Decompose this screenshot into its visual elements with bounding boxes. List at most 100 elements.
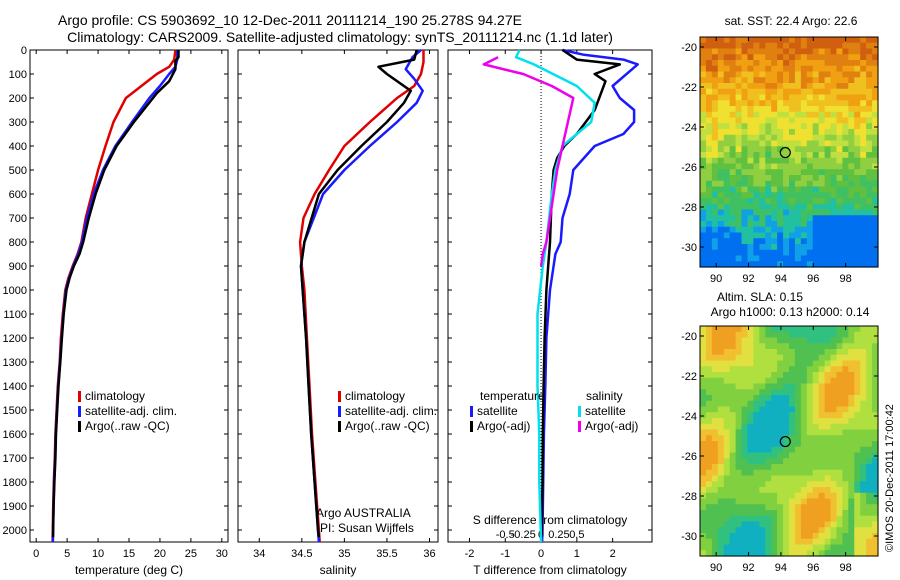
map-cell bbox=[759, 395, 766, 402]
map-cell bbox=[818, 354, 826, 362]
x-tick-label: 35 bbox=[338, 548, 350, 560]
map-cell bbox=[836, 175, 843, 182]
map-cell bbox=[848, 366, 855, 373]
map-cell bbox=[854, 226, 861, 234]
map-cell bbox=[729, 337, 737, 344]
map-cell bbox=[771, 175, 778, 182]
map-cell bbox=[824, 71, 832, 78]
map-cell bbox=[836, 77, 843, 84]
map-cell bbox=[729, 198, 737, 205]
map-cell bbox=[723, 469, 731, 477]
map-cell bbox=[872, 423, 879, 431]
map-cell bbox=[717, 343, 725, 350]
map-cell bbox=[723, 446, 731, 454]
map-cell bbox=[700, 515, 707, 523]
map-cell bbox=[723, 42, 731, 50]
map-cell bbox=[723, 88, 731, 96]
map-cell bbox=[794, 249, 802, 257]
map-cell bbox=[824, 441, 832, 448]
map-cell bbox=[705, 146, 713, 153]
map-cell bbox=[812, 464, 820, 471]
map-cell bbox=[800, 192, 808, 199]
map-cell bbox=[872, 175, 879, 182]
map-cell bbox=[789, 504, 796, 511]
map-cell bbox=[854, 134, 861, 142]
map-cell bbox=[783, 423, 790, 431]
map-cell bbox=[747, 372, 754, 379]
map-cell bbox=[789, 42, 796, 50]
map-cell bbox=[777, 464, 784, 471]
map-cell bbox=[700, 446, 707, 454]
map-cell bbox=[800, 203, 808, 211]
map-cell bbox=[818, 123, 826, 130]
x-tick-label: 90 bbox=[710, 273, 722, 285]
map-cell bbox=[771, 134, 778, 142]
map-cell bbox=[842, 83, 849, 90]
map-cell bbox=[723, 377, 731, 385]
map-cell bbox=[747, 221, 754, 228]
map-cell bbox=[777, 238, 784, 245]
map-cell bbox=[800, 163, 808, 170]
map-cell bbox=[836, 389, 843, 396]
map-cell bbox=[747, 163, 754, 170]
map-cell bbox=[818, 157, 826, 165]
map-cell bbox=[747, 550, 754, 557]
map-cell bbox=[711, 152, 719, 159]
map-cell bbox=[836, 446, 843, 454]
map-cell bbox=[789, 117, 796, 124]
map-cell bbox=[723, 146, 731, 153]
map-cell bbox=[866, 515, 873, 523]
map-cell bbox=[759, 533, 766, 540]
map-cell bbox=[830, 400, 838, 408]
map-cell bbox=[771, 83, 778, 90]
map-cell bbox=[824, 129, 832, 136]
map-cell bbox=[866, 469, 873, 477]
map-cell bbox=[765, 533, 772, 540]
map-cell bbox=[806, 360, 814, 367]
sst-map-panel: sat. SST: 22.4 Argo: 22.690 92 94 96 98-20-2… bbox=[681, 14, 879, 285]
map-cell bbox=[765, 360, 772, 367]
map-cell bbox=[700, 372, 707, 379]
map-cell bbox=[866, 504, 873, 511]
map-cell bbox=[824, 249, 832, 257]
map-cell bbox=[741, 389, 749, 396]
map-cell bbox=[723, 215, 731, 222]
map-cell bbox=[729, 446, 737, 454]
map-cell bbox=[735, 475, 743, 482]
map-cell bbox=[753, 406, 760, 413]
map-cell bbox=[806, 71, 814, 78]
map-cell bbox=[800, 487, 808, 494]
map-cell bbox=[729, 521, 737, 528]
map-cell bbox=[872, 349, 879, 356]
map-cell bbox=[860, 337, 867, 344]
map-cell bbox=[711, 423, 719, 431]
map-cell bbox=[842, 152, 849, 159]
map-cell bbox=[830, 238, 838, 245]
map-cell bbox=[854, 106, 861, 113]
map-cell bbox=[860, 429, 867, 436]
map-cell bbox=[872, 232, 879, 239]
map-cell bbox=[830, 366, 838, 373]
map-cell bbox=[824, 452, 832, 459]
map-cell bbox=[789, 261, 796, 268]
map-cell bbox=[860, 238, 867, 245]
map-cell bbox=[789, 146, 796, 153]
map-cell bbox=[777, 349, 784, 356]
map-cell bbox=[747, 452, 754, 459]
map-cell bbox=[759, 446, 766, 454]
map-cell bbox=[866, 163, 873, 170]
map-cell bbox=[759, 429, 766, 436]
map-cell bbox=[729, 475, 737, 482]
map-cell bbox=[860, 48, 867, 55]
y-tick-label: 600 bbox=[9, 189, 27, 201]
map-cell bbox=[759, 146, 766, 153]
y-tick-label: 1700 bbox=[3, 453, 27, 465]
map-cell bbox=[711, 406, 719, 413]
map-cell bbox=[717, 429, 725, 436]
map-cell bbox=[836, 232, 843, 239]
map-cell bbox=[800, 337, 808, 344]
map-cell bbox=[729, 37, 737, 44]
map-cell bbox=[771, 366, 778, 373]
map-cell bbox=[818, 469, 826, 477]
map-cell bbox=[800, 255, 808, 262]
